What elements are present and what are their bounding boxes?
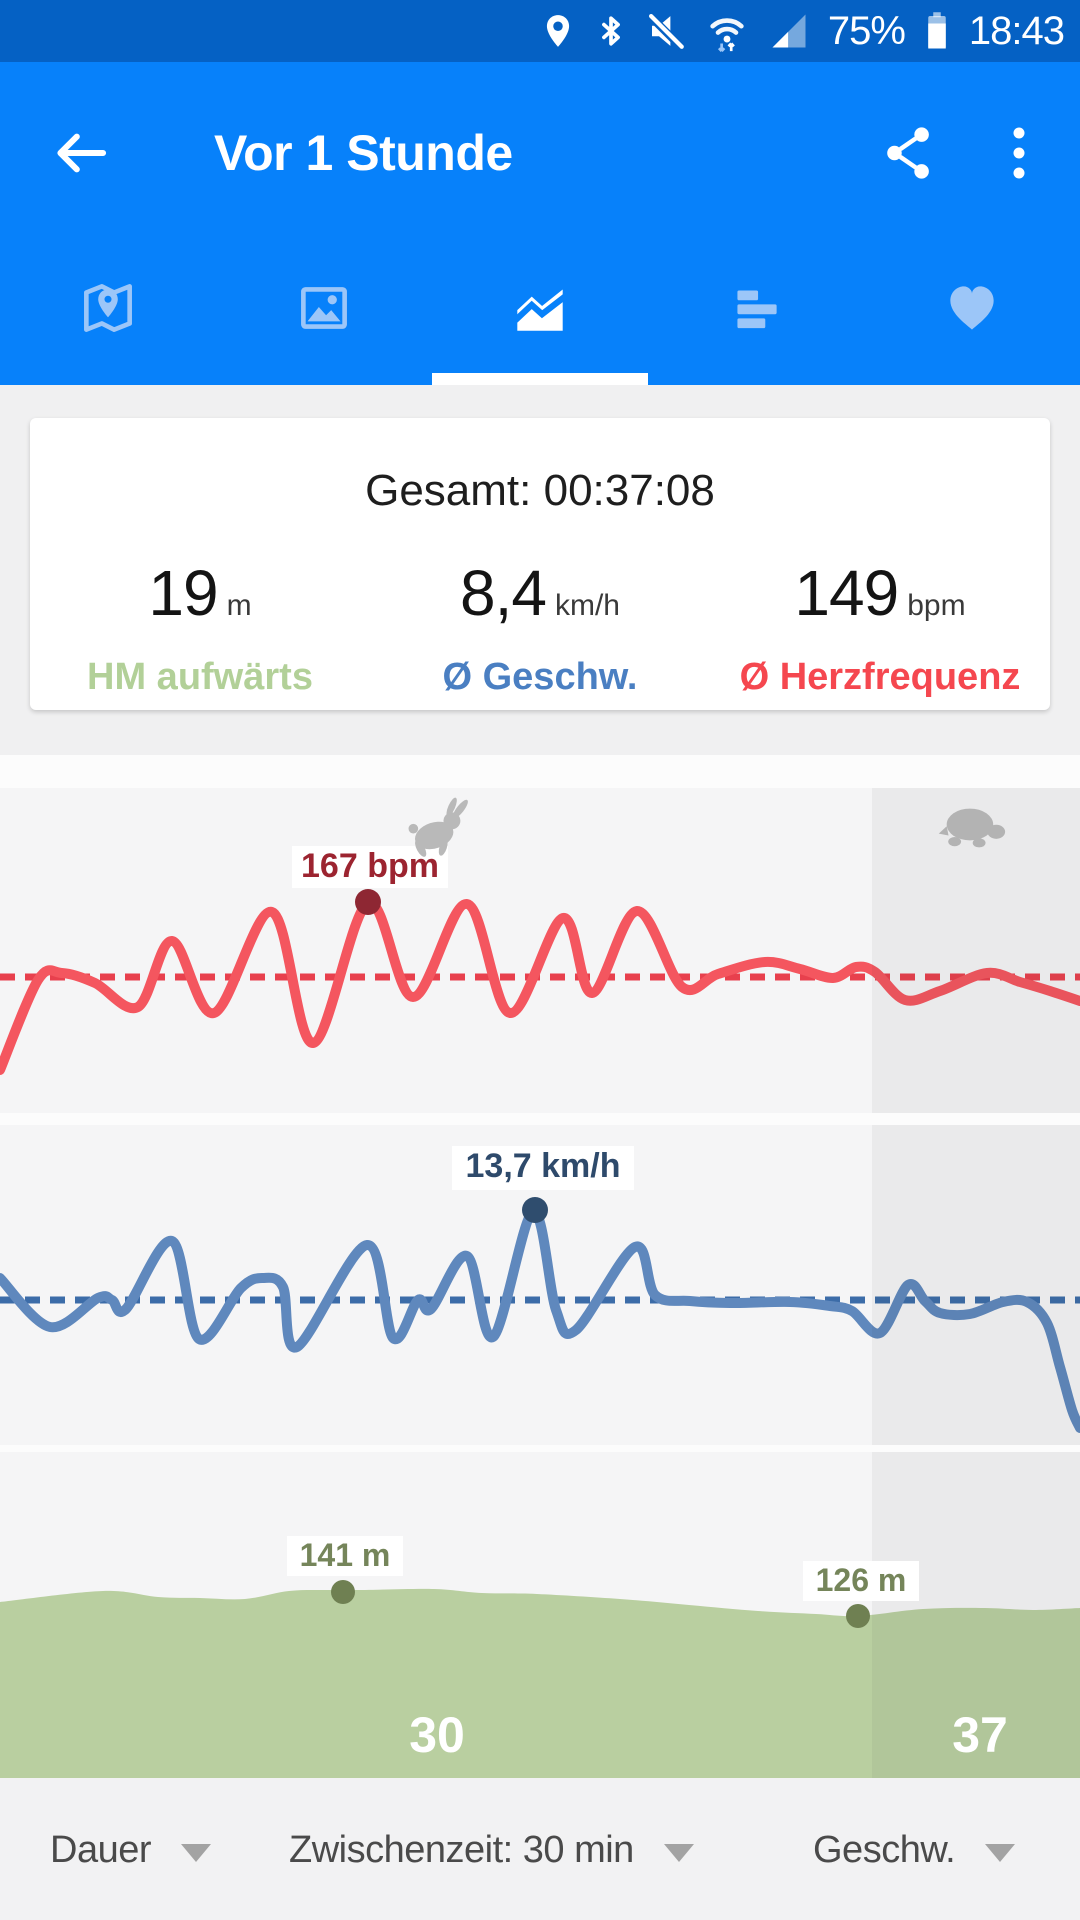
elevation-chart[interactable]: 30 37 141 m 126 m (0, 1452, 1080, 1778)
split-interval-dropdown-label: Zwischenzeit: 30 min (289, 1829, 634, 1871)
metric-value: 8,4 (460, 557, 547, 629)
map-icon (84, 283, 132, 332)
series-line (0, 897, 1080, 1075)
battery-icon (928, 12, 946, 49)
status-time: 18:43 (968, 9, 1065, 53)
total-time: Gesamt: 00:37:08 (365, 466, 715, 515)
elevation-marker (331, 1580, 355, 1604)
volume-muted-icon (646, 12, 685, 51)
value-label-box (452, 1146, 634, 1190)
highlight-region (872, 1125, 1080, 1445)
metric-label: Ø Geschw. (442, 656, 638, 698)
chevron-down-icon (181, 1844, 211, 1862)
tab-bar (0, 230, 1080, 385)
metric-dropdown-label: Geschw. (813, 1829, 956, 1871)
value-label-box (803, 1561, 919, 1601)
tab-charts[interactable] (432, 230, 648, 385)
series-line (0, 1206, 1080, 1433)
metric-label: Ø Herzfrequenz (739, 656, 1021, 698)
statistics-bars-icon (737, 289, 777, 328)
location-pin-icon (546, 15, 569, 47)
x-axis-label: 37 (952, 1707, 1008, 1763)
value-label: 167 bpm (301, 847, 439, 885)
area-chart-icon (513, 288, 567, 331)
metrics-row: 19 m HM aufwärts 8,4 km/h Ø Geschw. 149 bpm… (30, 556, 1050, 699)
heart-rate-chart[interactable]: 167 bpm (0, 788, 1080, 1113)
tab-heart-rate[interactable] (864, 230, 1080, 385)
metric-label: HM aufwärts (87, 656, 313, 698)
cell-signal-icon (772, 14, 806, 48)
highlight-region (872, 1452, 1080, 1778)
split-interval-dropdown[interactable]: Zwischenzeit: 30 min (289, 1828, 694, 1872)
share-icon (887, 127, 929, 179)
metric-avg-heart-rate: 149 bpm Ø Herzfrequenz (710, 556, 1050, 699)
elevation-marker (846, 1604, 870, 1628)
x-axis-dropdown[interactable]: Dauer (50, 1828, 211, 1872)
metric-unit: m (226, 589, 252, 622)
wifi-traffic-icon (710, 18, 744, 53)
speed-chart[interactable]: 13,7 km/h (0, 1125, 1080, 1445)
share-button[interactable] (878, 121, 940, 185)
metric-value: 19 (148, 557, 218, 629)
summary-card: Gesamt: 00:37:08 19 m HM aufwärts 8,4 km/h… (30, 418, 1050, 710)
tab-statistics[interactable] (648, 230, 864, 385)
value-label: 141 m (300, 1537, 391, 1573)
x-axis-label: 30 (409, 1707, 465, 1763)
metric-elevation-gain: 19 m HM aufwärts (30, 556, 370, 699)
overflow-menu-icon (1013, 127, 1025, 179)
battery-percent: 75% (827, 9, 906, 53)
highlight-region (872, 788, 1080, 1113)
max-marker (522, 1197, 548, 1223)
tab-photos[interactable] (216, 230, 432, 385)
value-label-box (287, 1536, 403, 1576)
metric-unit: bpm (907, 589, 966, 622)
status-bar: 75% 18:43 (0, 0, 1080, 62)
chevron-down-icon (985, 1844, 1016, 1862)
overflow-menu-button[interactable] (1010, 121, 1028, 185)
tab-map[interactable] (0, 230, 216, 385)
metric-dropdown[interactable]: Geschw. (813, 1828, 1016, 1872)
value-label: 126 m (816, 1562, 907, 1598)
heart-icon (950, 285, 994, 330)
metric-unit: km/h (554, 589, 620, 622)
app-bar: Vor 1 Stunde (0, 62, 1080, 230)
x-axis-dropdown-label: Dauer (50, 1829, 152, 1871)
page-title: Vor 1 Stunde (214, 125, 513, 181)
active-tab-indicator (432, 373, 648, 385)
metric-avg-speed: 8,4 km/h Ø Geschw. (370, 556, 710, 699)
chevron-down-icon (663, 1844, 694, 1862)
bottom-bar (0, 1778, 1080, 1920)
elevation-area (0, 1588, 1080, 1778)
metric-value: 149 (794, 557, 899, 629)
value-label: 13,7 km/h (466, 1147, 621, 1185)
back-arrow-icon (57, 133, 107, 173)
bluetooth-icon (601, 16, 620, 46)
max-marker (355, 889, 381, 915)
back-button[interactable] (44, 118, 114, 188)
photos-icon (301, 286, 347, 329)
